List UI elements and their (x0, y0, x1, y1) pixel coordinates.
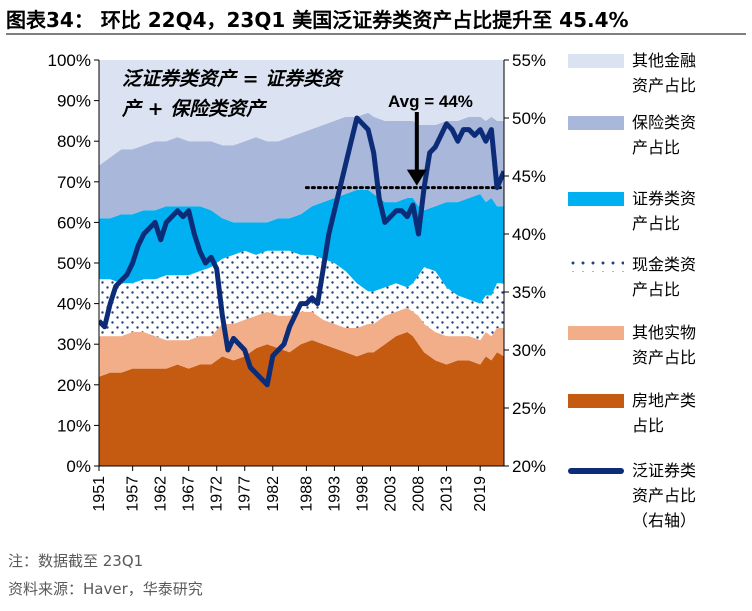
y-right-tick-label: 20% (512, 457, 546, 476)
legend-label: 房地产类 占比 (632, 391, 697, 435)
legend-swatch (568, 54, 624, 68)
y-right-tick-label: 35% (512, 283, 546, 302)
legend-swatch (568, 192, 624, 206)
area-cash-dots (99, 250, 504, 341)
title-divider (6, 33, 746, 35)
legend-label: 证券类资 产占比 (632, 189, 697, 233)
x-tick-label: 1998 (354, 476, 371, 512)
average-arrow-head (406, 169, 427, 186)
y-left-tick-label: 80% (57, 132, 91, 151)
x-tick-label: 1967 (181, 476, 198, 512)
legend-swatch (568, 116, 624, 130)
area-other-financial (99, 60, 504, 166)
y-left-tick-label: 50% (57, 254, 91, 273)
chart-plot: 0% 10% 20% 30% 40% 50% 60% 70% 80% 90% 100% 20% 25% 3… (48, 51, 547, 512)
legend-label: 保险类资 产占比 (632, 113, 697, 157)
legend-label: 其他金融 资产占比 (632, 51, 697, 95)
y-right-tick-label: 55% (512, 51, 546, 70)
y-left-tick-label: 0% (66, 457, 91, 476)
x-tick-label: 1972 (209, 476, 226, 512)
definition-annotation: 泛证券类资产 = 证券类资 产 + 保险类资产 (122, 68, 342, 120)
legend-label: 泛证券类 资产占比 （右轴） (632, 461, 697, 530)
x-tick-label: 2019 (472, 476, 489, 512)
y-right-tick-label: 40% (512, 225, 546, 244)
y-right-tick-label: 45% (512, 167, 546, 186)
y-left-tick-label: 60% (57, 213, 91, 232)
legend-swatch (568, 258, 624, 272)
line-pan-securities (99, 115, 504, 388)
y-left-tick-label: 100% (48, 51, 91, 70)
average-label: Avg = 44% (388, 92, 473, 111)
chart-title: 图表34： 环比 22Q4，23Q1 美国泛证券类资产占比提升至 45.4% (6, 8, 629, 32)
x-tick-label: 1988 (298, 476, 315, 512)
footnote: 注：数据截至 23Q1 (8, 552, 144, 570)
x-tick-label: 1962 (153, 476, 170, 512)
x-tick-label: 1993 (326, 476, 343, 512)
legend-swatch (568, 394, 624, 408)
legend-label: 现金类资 产占比 (632, 255, 697, 299)
x-tick-label: 2003 (382, 476, 399, 512)
legend-swatch (568, 468, 624, 474)
y-right-tick-label: 50% (512, 109, 546, 128)
area-insurance (99, 112, 504, 223)
legend-swatch (568, 326, 624, 340)
x-tick-label: 2008 (411, 476, 428, 512)
area-other-physical (99, 307, 504, 377)
x-tick-label: 1982 (265, 476, 282, 512)
y-right-tick-label: 30% (512, 341, 546, 360)
area-securities (99, 189, 504, 304)
y-right-tick-label: 25% (512, 399, 546, 418)
y-left-tick-label: 10% (57, 416, 91, 435)
x-tick-label: 1951 (91, 476, 108, 512)
x-tick-label: 1957 (125, 476, 142, 512)
x-tick-label: 2013 (439, 476, 456, 512)
x-tick-label: 1977 (237, 476, 254, 512)
y-left-tick-label: 40% (57, 295, 91, 314)
y-left-tick-label: 90% (57, 92, 91, 111)
y-left-tick-label: 20% (57, 376, 91, 395)
y-left-tick-label: 30% (57, 335, 91, 354)
legend-label: 其他实物 资产占比 (632, 323, 697, 367)
area-real-estate (99, 332, 504, 466)
source-note: 资料来源：Haver，华泰研究 (8, 580, 203, 598)
y-left-tick-label: 70% (57, 173, 91, 192)
